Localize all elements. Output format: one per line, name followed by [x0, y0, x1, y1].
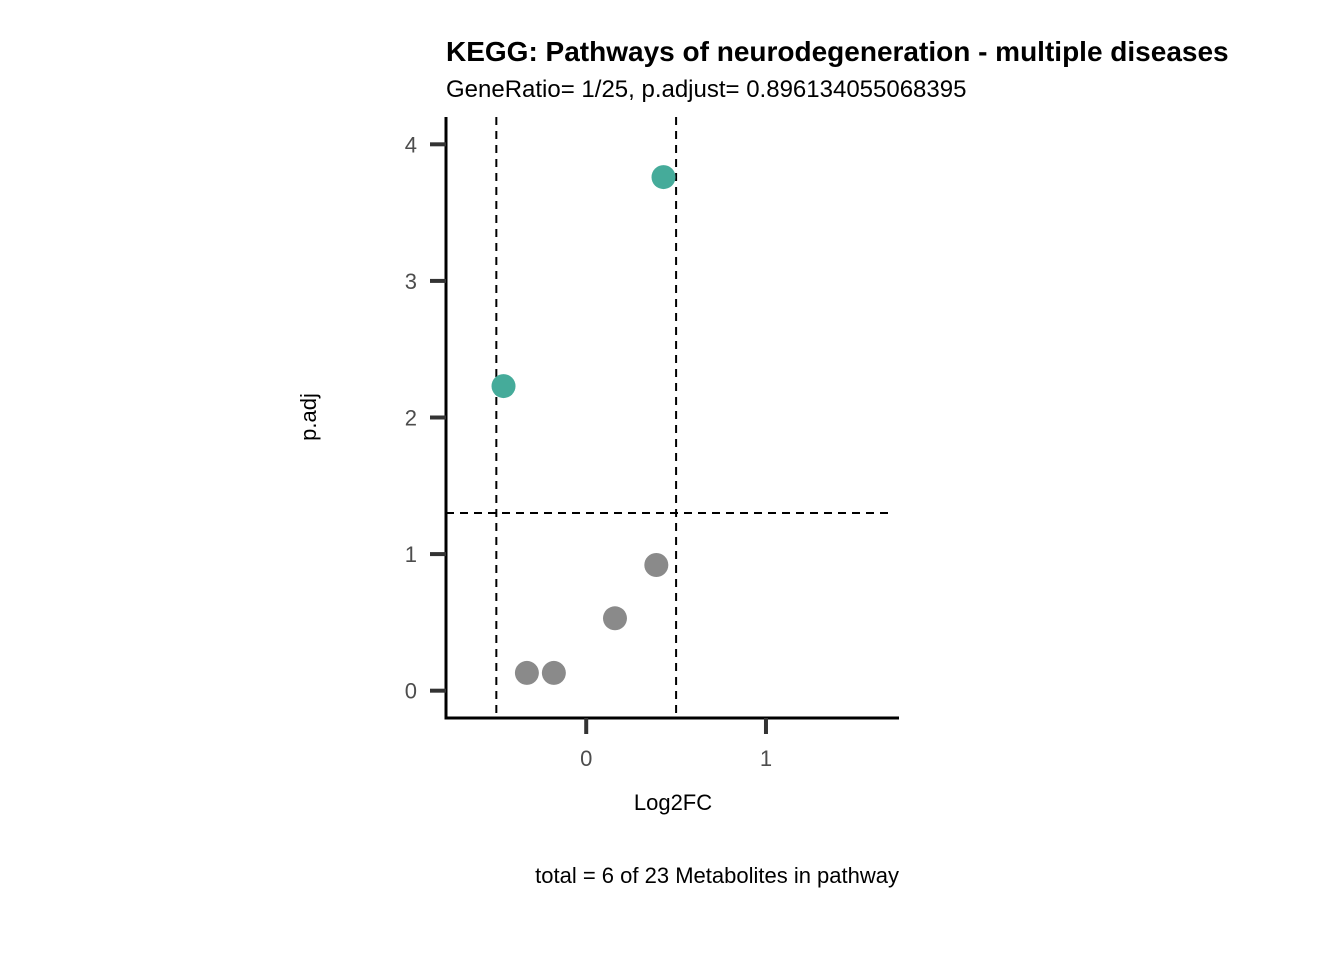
data-point-not_significant-2: [644, 553, 669, 578]
chart-title: KEGG: Pathways of neurodegeneration - mu…: [446, 36, 1229, 67]
data-point-significant-1: [491, 374, 516, 399]
chart-subtitle: GeneRatio= 1/25, p.adjust= 0.89613405506…: [446, 76, 966, 103]
x-axis-title: Log2FC: [634, 790, 712, 815]
data-point-not_significant-4: [514, 660, 539, 685]
reference-lines: [446, 117, 891, 718]
data-point-not_significant-3: [602, 606, 627, 631]
y-tick-label-1: 1: [405, 542, 417, 567]
y-tick-label-2: 2: [405, 406, 417, 431]
data-point-significant-0: [651, 165, 676, 190]
axes: [444, 117, 899, 720]
x-tick-label-1: 1: [760, 746, 772, 771]
axis-ticks: 0 1 2 3 4 0 1: [405, 132, 772, 771]
data-points: [491, 165, 676, 685]
x-tick-label-0: 0: [580, 746, 592, 771]
y-axis-title: p.adj: [296, 393, 321, 441]
chart-caption: total = 6 of 23 Metabolites in pathway: [535, 863, 899, 888]
y-tick-label-0: 0: [405, 679, 417, 704]
y-tick-label-3: 3: [405, 269, 417, 294]
y-tick-label-4: 4: [405, 132, 417, 157]
data-point-not_significant-5: [541, 660, 566, 685]
